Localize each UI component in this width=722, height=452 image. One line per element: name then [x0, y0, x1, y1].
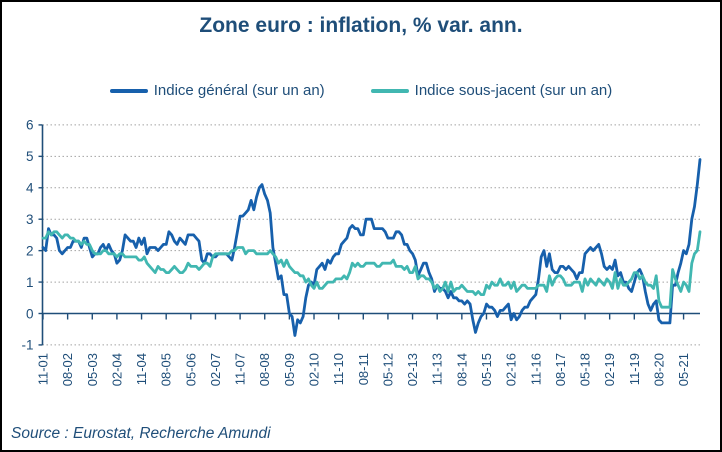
- x-axis-label: 08-08: [257, 353, 272, 386]
- x-axis-label: 05-21: [676, 353, 691, 386]
- x-axis-label: 02-10: [307, 353, 322, 386]
- legend: Indice général (sur un an) Indice sous-j…: [2, 82, 720, 99]
- x-axis-label: 08-11: [356, 353, 371, 385]
- x-axis-label: 08-20: [651, 353, 666, 386]
- y-axis-label: 0: [26, 306, 34, 321]
- y-axis-label: -1: [21, 338, 33, 353]
- x-axis-label: 11-04: [134, 353, 149, 385]
- x-axis-label: 11-19: [627, 353, 642, 385]
- series-line-sous-jacent: [41, 230, 702, 309]
- y-axis-label: 1: [26, 275, 34, 290]
- x-axis-label: 08-02: [60, 353, 75, 386]
- x-axis-label: 11-16: [528, 353, 543, 385]
- x-axis-label: 08-05: [159, 353, 174, 386]
- x-axis-label: 02-19: [602, 353, 617, 386]
- x-axis-label: 11-10: [331, 353, 346, 385]
- y-axis-label: 5: [26, 149, 34, 164]
- legend-swatch-sous-jacent: [370, 88, 409, 93]
- y-axis-label: 6: [26, 118, 34, 133]
- x-axis-label: 02-13: [405, 353, 420, 386]
- x-axis-label: 05-06: [183, 353, 198, 386]
- x-axis-label: 08-17: [553, 353, 568, 386]
- legend-item-general: Indice général (sur un an): [109, 82, 325, 99]
- x-axis-label: 02-04: [109, 353, 124, 386]
- chart-title: Zone euro : inflation, % var. ann.: [199, 14, 523, 37]
- legend-label-general: Indice général (sur un an): [153, 82, 325, 99]
- x-axis-label: 11-01: [36, 353, 51, 385]
- x-axis-label: 08-14: [454, 353, 469, 386]
- y-axis-label: 2: [26, 243, 34, 258]
- x-axis-label: 05-15: [479, 353, 494, 386]
- x-axis-label: 05-09: [282, 353, 297, 386]
- source-note: Source : Eurostat, Recherche Amundi: [11, 425, 271, 442]
- x-axis-label: 05-03: [85, 353, 100, 386]
- y-axis-label: 3: [26, 212, 34, 227]
- x-axis-label: 02-16: [504, 353, 519, 386]
- x-axis-label: 11-07: [233, 353, 248, 385]
- series-line-general: [41, 158, 702, 337]
- legend-label-sous-jacent: Indice sous-jacent (sur un an): [414, 82, 613, 99]
- y-axis-label: 4: [26, 181, 34, 196]
- x-axis-label: 02-07: [208, 353, 223, 386]
- x-axis-label: 05-12: [380, 353, 395, 386]
- x-axis-label: 05-18: [578, 353, 593, 386]
- x-axis-label: 11-13: [430, 353, 445, 385]
- legend-item-sous-jacent: Indice sous-jacent (sur un an): [370, 82, 613, 99]
- legend-swatch-general: [109, 88, 148, 93]
